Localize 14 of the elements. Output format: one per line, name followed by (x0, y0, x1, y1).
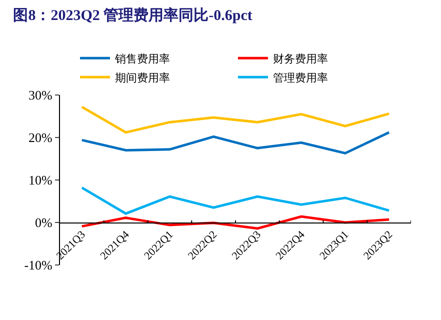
legend-label: 期间费用率 (115, 71, 170, 84)
line-series (80, 106, 390, 134)
line-series (80, 215, 390, 230)
y-tick-label: 30% (28, 88, 53, 103)
y-tick-label: 10% (28, 172, 53, 188)
y-tick-label: 20% (28, 130, 53, 146)
legend-label: 管理费用率 (272, 71, 328, 84)
legend-label: 销售费用率 (114, 52, 170, 66)
line-series (80, 186, 390, 215)
y-tick-label: -10% (24, 258, 53, 273)
chart-title: 图8：2023Q2 管理费用率同比-0.6pct (13, 6, 252, 24)
y-tick-label: 0% (35, 215, 53, 230)
line-series (80, 131, 390, 154)
legend-label: 财务费用率 (272, 52, 328, 66)
